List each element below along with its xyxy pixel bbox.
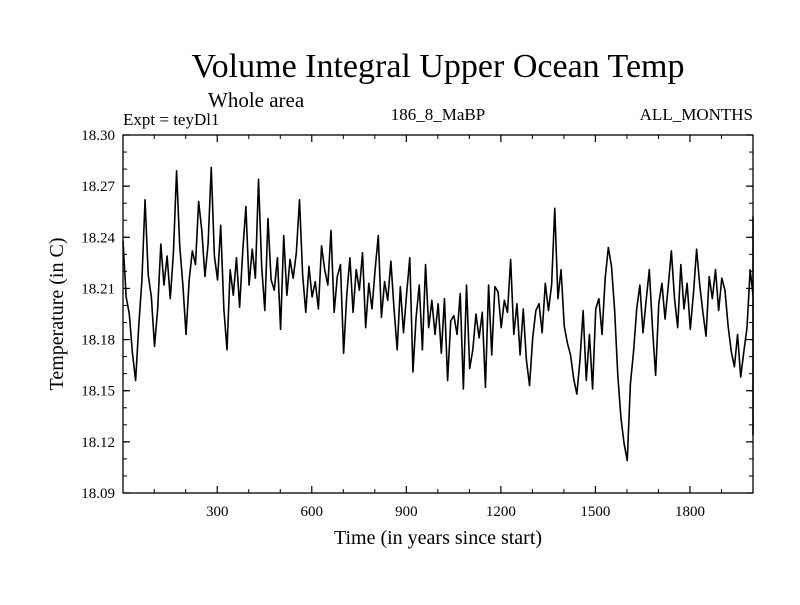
y-tick-label: 18.09 [81, 486, 115, 502]
x-tick-label: 1200 [486, 504, 516, 520]
y-tick-label: 18.18 [81, 333, 115, 349]
y-tick-label: 18.27 [81, 179, 115, 195]
header-run-label: 186_8_MaBP [391, 105, 485, 124]
x-axis: 300 600 900 1200 1500 1800 [153, 135, 722, 520]
x-tick-label: 600 [301, 504, 324, 520]
x-tick-label: 1800 [675, 504, 705, 520]
x-tick-label: 900 [395, 504, 418, 520]
x-tick-label: 1500 [580, 504, 610, 520]
x-axis-label: Time (in years since start) [334, 527, 542, 549]
y-tick-label: 18.15 [81, 384, 115, 400]
series-line-1 [122, 166, 754, 462]
chart-subtitle: Whole area [208, 88, 305, 112]
y-tick-label: 18.30 [81, 128, 115, 144]
chart-title: Volume Integral Upper Ocean Temp [192, 48, 685, 85]
series-layer [122, 166, 754, 462]
header-months-label: ALL_MONTHS [640, 105, 753, 124]
x-tick-label: 300 [206, 504, 229, 520]
header-expt-label: Expt = teyDl1 [123, 110, 219, 129]
y-tick-label: 18.21 [81, 281, 115, 297]
y-axis: 18.09 18.12 18.15 18.18 18.21 18.24 18.27 18.30 [81, 128, 753, 502]
y-tick-label: 18.24 [81, 230, 115, 246]
y-tick-label: 18.12 [81, 435, 115, 451]
y-axis-label: Temperature (in C) [46, 238, 68, 391]
